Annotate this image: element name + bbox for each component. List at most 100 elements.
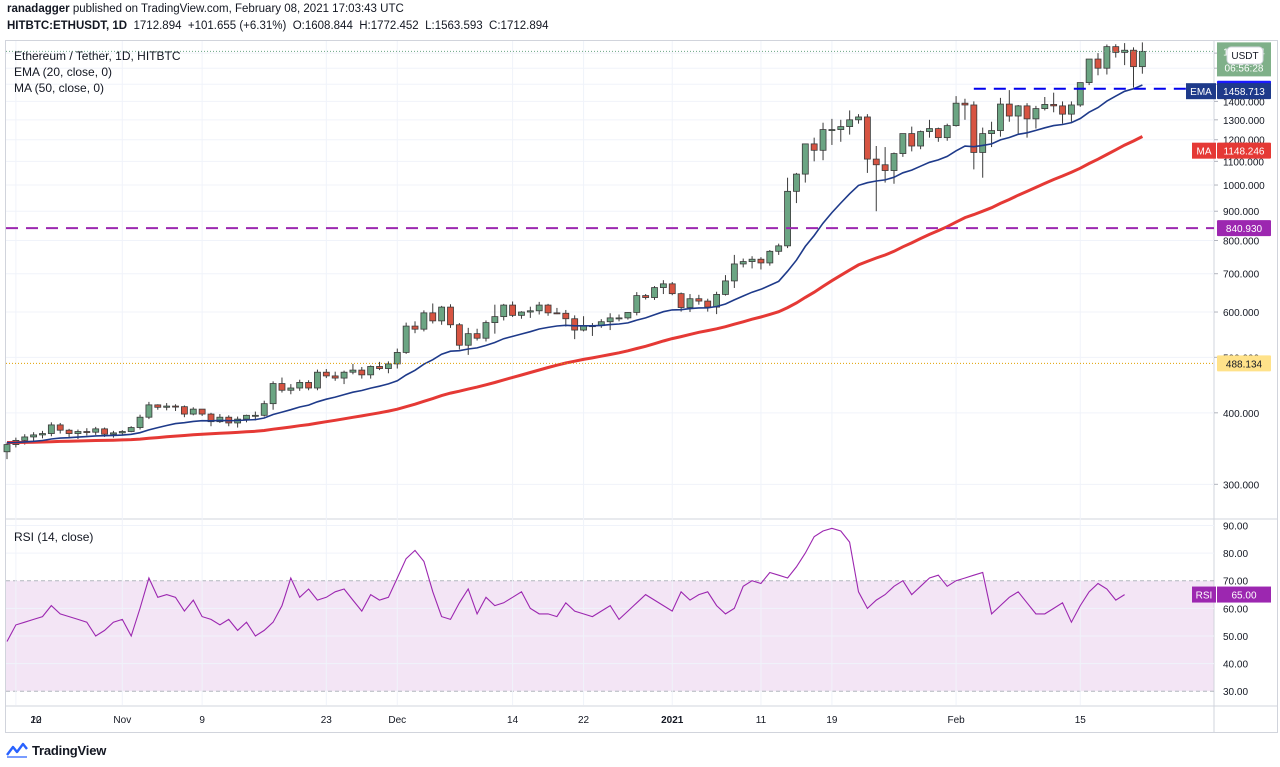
candle-body: [1103, 46, 1111, 69]
candle-body: [30, 434, 38, 438]
candle-body: [47, 424, 55, 434]
candle-body: [429, 312, 437, 322]
time-tick-label: 20: [30, 715, 42, 726]
candle-body: [642, 295, 650, 298]
rsi-tick-label: 30.00: [1223, 687, 1248, 698]
candle-body: [677, 293, 685, 308]
candle-body: [127, 427, 135, 432]
ma-50-line: [7, 135, 1144, 444]
candle-body: [491, 316, 499, 324]
tradingview-wordmark: TradingView: [32, 742, 107, 758]
candle-body: [1014, 105, 1022, 117]
last-price: 1712.894: [133, 20, 182, 32]
candle-body: [890, 153, 898, 171]
rsi-axis[interactable]: 30.00 40.00 50.00 60.00 70.00 80.00 90.00: [1223, 522, 1248, 699]
candle-body: [810, 143, 818, 151]
candle-body: [1138, 50, 1146, 68]
candle-body: [154, 404, 162, 408]
candle-body: [881, 164, 889, 171]
reference-price-tag-box: [1217, 355, 1271, 372]
currency-badge[interactable]: USDT: [1226, 46, 1264, 65]
rsi-name-tag: RSI: [1196, 591, 1213, 602]
high-label: H:: [359, 20, 371, 32]
time-tick-label: Dec: [388, 715, 406, 726]
candle-body: [447, 306, 454, 326]
legend-rsi: RSI (14, close): [14, 530, 93, 544]
price-tick-label: 1000.000: [1223, 181, 1265, 192]
candle-body: [970, 104, 978, 153]
candle-body: [438, 306, 446, 322]
candle-body: [367, 366, 375, 376]
ema-20-line: [6, 84, 1143, 444]
candle-body: [739, 261, 747, 265]
price-axis[interactable]: 300.000400.000500.000600.000700.000800.0…: [1214, 49, 1265, 491]
publish-info: ranadagger published on TradingView.com,…: [7, 3, 404, 15]
candle-body: [934, 128, 942, 139]
ema-value-tag-box: [1217, 83, 1271, 100]
candle-body: [793, 173, 800, 192]
candle-body: [704, 300, 712, 308]
ma-name-tag: MA: [1197, 147, 1212, 158]
time-tick-label: 11: [756, 715, 767, 726]
candle-body: [952, 102, 960, 127]
publish-text: published on TradingView.com, February 0…: [72, 3, 404, 15]
candle-body: [526, 310, 534, 313]
rsi-tick-label: 60.00: [1223, 604, 1248, 615]
time-tick-label: 22: [578, 715, 590, 726]
rsi-tick-label: 50.00: [1223, 632, 1248, 643]
open-value: 1608.844: [304, 20, 353, 32]
candle-body: [846, 119, 854, 128]
rsi-value-tag-box: [1217, 586, 1271, 603]
candle-body: [979, 133, 987, 153]
candle-body: [926, 128, 933, 132]
candle-body: [801, 143, 809, 175]
chart-frame: [5, 40, 1278, 733]
candle-body: [1130, 49, 1137, 68]
candle-body: [775, 245, 783, 252]
legend-title: Ethereum / Tether, 1D, HITBTC: [14, 49, 181, 63]
candle-body: [695, 298, 703, 302]
candle-body: [482, 322, 490, 339]
candle-body: [1121, 49, 1129, 53]
candle-body: [65, 429, 73, 434]
candle-body: [464, 333, 472, 346]
close-label: C:: [489, 20, 501, 32]
candle-body: [198, 408, 206, 415]
candle-body: [3, 444, 11, 453]
time-tick-label: 14: [507, 715, 519, 726]
candle-body: [172, 405, 179, 408]
candle-body: [180, 406, 188, 415]
price-tick-label: 700.000: [1223, 270, 1260, 281]
rsi-value-tag: 65.00: [1231, 591, 1256, 602]
candle-body: [118, 431, 126, 434]
candle-body: [908, 133, 916, 147]
candle-body: [863, 116, 871, 160]
price-change: +101.655 (+6.31%): [187, 20, 287, 32]
support-level-tag: 840.930: [1226, 224, 1263, 235]
candle-body: [83, 431, 91, 433]
candle-body: [757, 258, 765, 264]
candle-body: [420, 312, 428, 330]
candle-body: [730, 263, 738, 282]
rsi-tick-label: 70.00: [1223, 577, 1248, 588]
ema-name-tag-box: [1186, 83, 1216, 100]
candle-body: [1068, 104, 1075, 115]
ma-value-tag-box: [1217, 142, 1271, 159]
candle-body: [393, 352, 401, 365]
time-tick-label: Nov: [113, 715, 131, 726]
candle-body: [322, 371, 330, 377]
time-tick-label: 2021: [661, 715, 684, 726]
price-tags: 1712.89406:56:281473.096840.930488.134EM…: [1186, 42, 1271, 603]
candle-body: [340, 371, 348, 379]
candle-body: [56, 424, 64, 431]
tradingview-footer[interactable]: TradingView: [6, 741, 106, 759]
reference-price-tag: 488.134: [1226, 359, 1263, 370]
symbol-label: HITBTC:ETHUSDT, 1D: [7, 20, 128, 32]
close-value: 1712.894: [500, 20, 549, 32]
candle-body: [136, 416, 144, 428]
author-name[interactable]: ranadagger: [7, 3, 70, 15]
time-tick-label: 19: [826, 715, 838, 726]
candle-body: [509, 304, 516, 316]
